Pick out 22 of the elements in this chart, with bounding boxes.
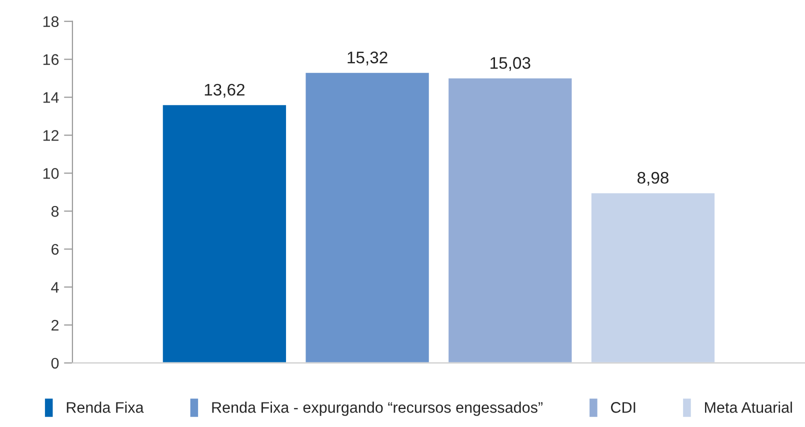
bar: [447, 77, 574, 363]
bar: [304, 72, 430, 363]
data-label: 15,03: [490, 57, 530, 71]
y-tick-label: 8: [51, 206, 59, 217]
bar: [590, 192, 716, 363]
data-label: 13,62: [204, 84, 244, 98]
y-tick-label: 4: [51, 282, 59, 293]
legend-label: Meta Atuarial: [705, 402, 792, 413]
y-tick-label: 12: [43, 130, 58, 141]
y-tick-label: 18: [43, 16, 59, 28]
legend-label: Renda Fixa: [66, 402, 144, 413]
legend-label: Renda Fixa - expurgando “recursos engessados”: [212, 402, 542, 416]
data-label: 8,98: [638, 172, 668, 186]
bar: [161, 104, 288, 363]
legend-label: CDI: [611, 402, 636, 413]
y-tick-label: 0: [51, 358, 59, 369]
y-tick-label: 6: [52, 244, 59, 255]
y-tick-label: 2: [52, 320, 58, 331]
y-tick-label: 16: [43, 54, 59, 65]
data-label: 15,32: [348, 52, 388, 66]
y-tick-label: 14: [43, 92, 59, 103]
y-tick-label: 10: [43, 168, 59, 179]
